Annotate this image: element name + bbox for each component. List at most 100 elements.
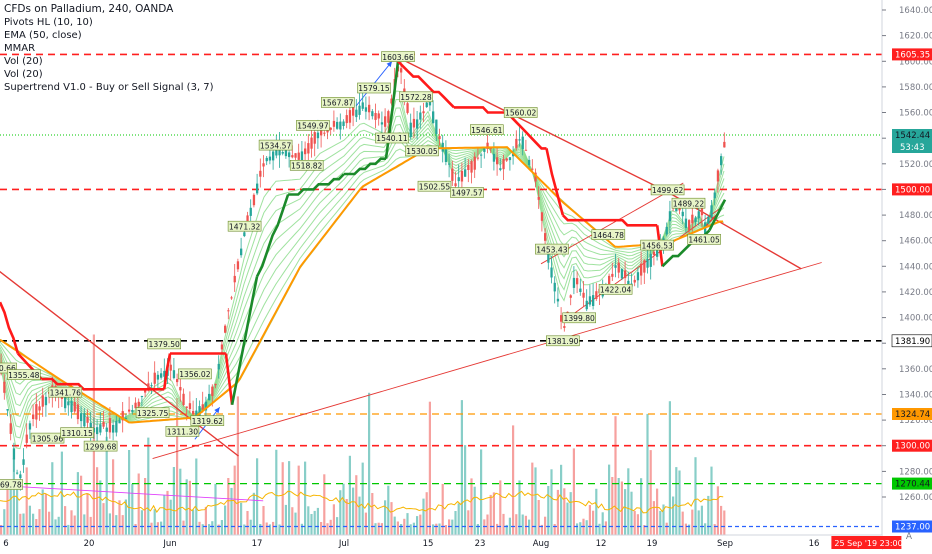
indicator-vol-label[interactable]: Vol (20) bbox=[4, 56, 43, 67]
volume-bar bbox=[320, 522, 323, 535]
candle-body bbox=[364, 107, 368, 112]
volume-bar bbox=[176, 398, 179, 535]
candle-body bbox=[64, 395, 67, 409]
candle-body bbox=[368, 104, 371, 113]
candle-body bbox=[524, 149, 528, 151]
pivot-label-text: 1567.87 bbox=[322, 99, 354, 108]
volume-bar bbox=[534, 467, 537, 535]
volume-bar bbox=[224, 505, 227, 535]
pivot-label-text: 1461.05 bbox=[688, 236, 720, 245]
candle-body bbox=[83, 413, 86, 427]
candle-body bbox=[585, 300, 588, 310]
indicator-vol-label-2[interactable]: Vol (20) bbox=[4, 69, 43, 80]
candle-body bbox=[112, 425, 115, 433]
price-tick-label: 1580.00 bbox=[899, 83, 932, 93]
price-tick-label: 1480.00 bbox=[899, 211, 932, 221]
volume-bar bbox=[624, 489, 627, 535]
volume-bar bbox=[3, 509, 6, 535]
volume-bar bbox=[588, 505, 591, 535]
volume-bar bbox=[633, 510, 636, 535]
pivot-label-box bbox=[165, 425, 200, 437]
candle-body bbox=[268, 156, 272, 161]
volume-bar bbox=[614, 416, 617, 535]
volume-bar bbox=[32, 513, 35, 535]
volume-bar bbox=[19, 513, 22, 535]
indicator-mmar-label[interactable]: MMAR bbox=[4, 43, 36, 54]
volume-bar bbox=[48, 511, 51, 535]
candle-body bbox=[700, 207, 704, 216]
candle-body bbox=[240, 248, 243, 256]
volume-bar bbox=[179, 468, 182, 535]
price-tick-label: 1560.00 bbox=[899, 109, 932, 119]
candle-body bbox=[140, 396, 144, 397]
pivot-label: 1518.82 bbox=[289, 160, 324, 171]
candle-body bbox=[160, 373, 163, 378]
candle-body bbox=[540, 212, 544, 221]
pivot-label: 1399.80 bbox=[562, 312, 597, 324]
volume-bar bbox=[294, 512, 297, 535]
pivot-label: 1341.76 bbox=[48, 386, 83, 398]
candle-body bbox=[19, 474, 22, 479]
volume-bar bbox=[617, 478, 620, 535]
supertrend-segment-up bbox=[255, 194, 290, 278]
volume-bar bbox=[73, 515, 76, 535]
volume-bar bbox=[502, 513, 505, 535]
candle-body bbox=[217, 363, 220, 370]
trendline-thin-red bbox=[152, 262, 822, 460]
volume-bar bbox=[620, 481, 623, 535]
pivot-label-text: 1311.30 bbox=[167, 428, 199, 437]
level-badge: 1542.44 bbox=[892, 129, 932, 141]
indicator-ema-label[interactable]: EMA (50, close) bbox=[4, 30, 82, 41]
pivot-label: 1422.04 bbox=[598, 283, 633, 295]
candle-body bbox=[332, 120, 336, 127]
volume-bar bbox=[387, 485, 390, 535]
volume-bar bbox=[473, 486, 476, 535]
candle-body bbox=[480, 154, 483, 156]
cursor-date-box bbox=[831, 536, 902, 549]
volume-bar bbox=[368, 392, 371, 535]
supertrend-segment-down bbox=[162, 353, 172, 390]
candle-body bbox=[262, 163, 265, 167]
candle-body bbox=[483, 148, 486, 152]
trendline-red bbox=[397, 56, 668, 193]
candle-body bbox=[336, 121, 339, 129]
pivot-label-text: 1603.66 bbox=[382, 53, 414, 62]
volume-bar bbox=[208, 524, 211, 535]
volume-bar bbox=[432, 524, 435, 535]
candle-body bbox=[220, 344, 224, 350]
candle-body bbox=[502, 159, 505, 170]
candle-body bbox=[374, 113, 377, 120]
volume-bar bbox=[118, 500, 121, 535]
pivot-label-box bbox=[83, 440, 118, 452]
indicator-supertrend-label[interactable]: Supertrend V1.0 - Buy or Sell Signal (3,… bbox=[4, 82, 214, 93]
candle-body bbox=[73, 402, 76, 412]
candle-body bbox=[147, 383, 150, 390]
auto-scale-toggle[interactable]: A bbox=[905, 532, 912, 542]
volume-bar bbox=[572, 448, 575, 535]
candle-body bbox=[185, 406, 188, 408]
pivot-label: 1453.43 bbox=[535, 243, 569, 255]
candle-body bbox=[128, 409, 131, 412]
volume-bar bbox=[339, 490, 342, 535]
pivot-label-box bbox=[381, 51, 415, 62]
candle-body bbox=[76, 404, 80, 420]
candle-body bbox=[118, 420, 121, 424]
price-tick-label: 1280.00 bbox=[899, 467, 932, 477]
candle-body bbox=[617, 262, 620, 273]
volume-bar bbox=[70, 510, 73, 535]
indicator-pivots-label[interactable]: Pivots HL (10, 10) bbox=[4, 17, 93, 28]
candle-body bbox=[707, 216, 710, 224]
volume-bar bbox=[166, 490, 169, 535]
candle-body bbox=[544, 233, 547, 241]
volume-bar bbox=[364, 512, 367, 535]
supertrend-segment-up bbox=[384, 61, 400, 159]
time-tick-label: Sep bbox=[717, 539, 733, 549]
candle-body bbox=[636, 272, 640, 281]
volume-bar bbox=[483, 519, 486, 535]
volume-bar bbox=[96, 467, 99, 535]
volume-bar bbox=[643, 525, 646, 535]
pivot-label: 1567.87 bbox=[320, 97, 355, 108]
candle-body bbox=[406, 103, 409, 113]
